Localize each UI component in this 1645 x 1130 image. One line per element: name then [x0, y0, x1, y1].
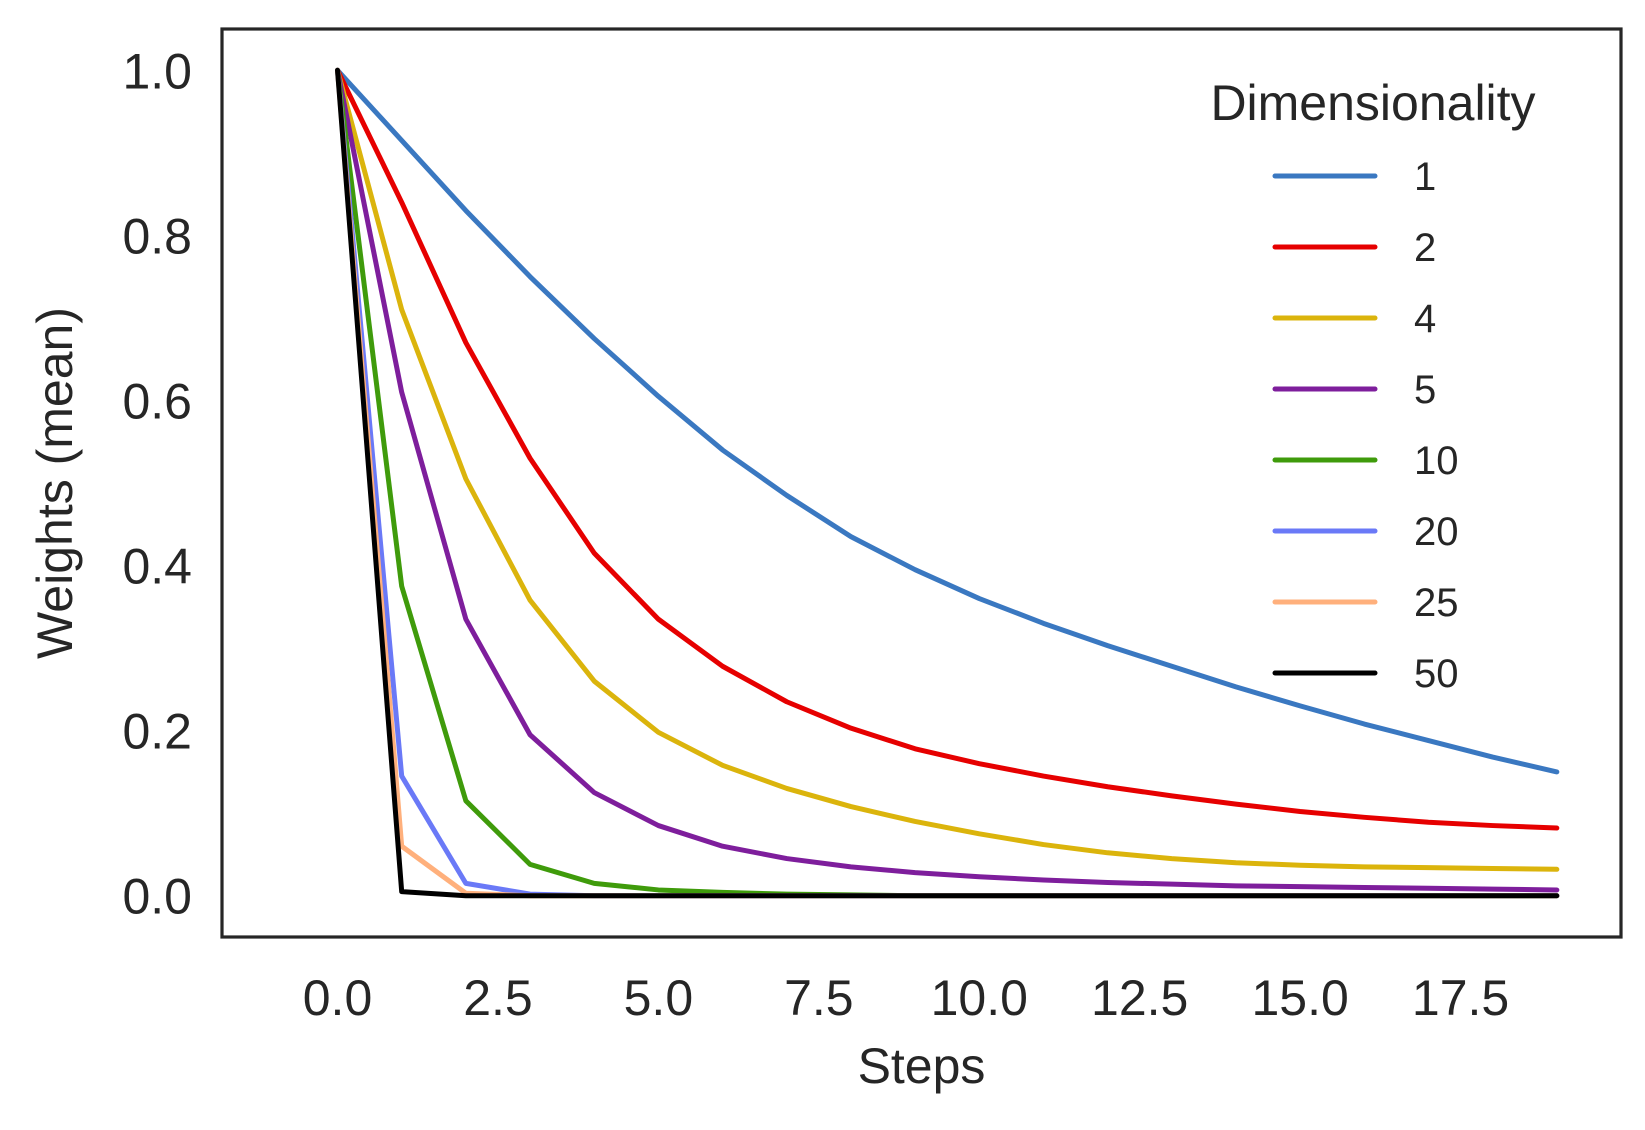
- y-tick-label: 0.4: [122, 539, 192, 595]
- legend-items: 1 2 4 5 10 20 25 50: [1272, 155, 1459, 696]
- legend-label-1: 1: [1414, 155, 1436, 199]
- x-tick-label: 10.0: [931, 970, 1028, 1026]
- x-tick-label: 2.5: [463, 970, 533, 1026]
- legend-label-20: 20: [1414, 510, 1459, 554]
- x-tick-label: 5.0: [624, 970, 694, 1026]
- x-tick-label: 7.5: [784, 970, 854, 1026]
- y-axis-label: Weights (mean): [27, 307, 83, 659]
- series-line-5: [335, 67, 1560, 893]
- y-tick-labels: 0.0 0.2 0.4 0.6 0.8 1.0: [122, 43, 192, 924]
- legend-title: Dimensionality: [1210, 75, 1535, 131]
- series-line-50: [335, 67, 1560, 899]
- legend-label-25: 25: [1414, 581, 1459, 625]
- x-tick-label: 15.0: [1251, 970, 1348, 1026]
- series-line-1: [335, 67, 1560, 775]
- series-lines: [335, 67, 1560, 899]
- y-tick-label: 1.0: [122, 43, 192, 99]
- legend-label-10: 10: [1414, 439, 1459, 483]
- y-tick-label: 0.2: [122, 704, 192, 760]
- x-tick-label: 0.0: [303, 970, 373, 1026]
- x-tick-labels: 0.0 2.5 5.0 7.5 10.0 12.5 15.0 17.5: [303, 970, 1509, 1026]
- legend-label-2: 2: [1414, 226, 1436, 270]
- y-tick-label: 0.6: [122, 373, 192, 429]
- plot-frame: [220, 27, 1623, 939]
- y-tick-label: 0.0: [122, 869, 192, 925]
- x-tick-label: 17.5: [1412, 970, 1509, 1026]
- x-tick-label: 12.5: [1091, 970, 1188, 1026]
- legend-label-5: 5: [1414, 368, 1436, 412]
- series-line-2: [335, 67, 1560, 831]
- series-line-4: [335, 67, 1560, 872]
- y-tick-label: 0.8: [122, 208, 192, 264]
- legend: Dimensionality 1 2 4 5 10 20 25 50: [1210, 75, 1535, 696]
- legend-label-4: 4: [1414, 297, 1436, 341]
- x-axis-label: Steps: [858, 1038, 986, 1094]
- legend-label-50: 50: [1414, 652, 1459, 696]
